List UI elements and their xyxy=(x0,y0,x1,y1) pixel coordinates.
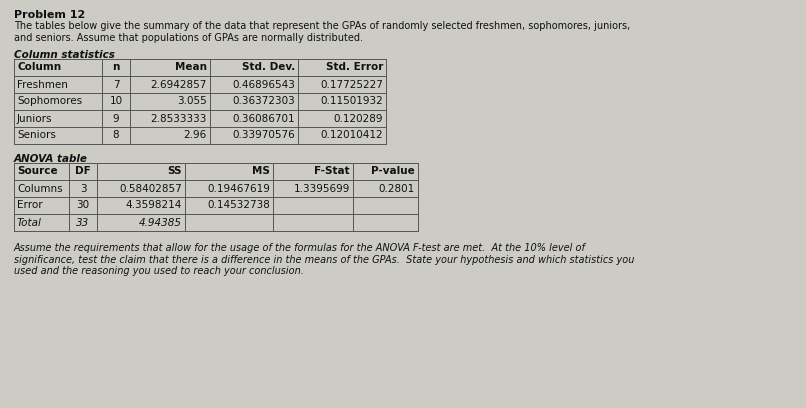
Text: 0.17725227: 0.17725227 xyxy=(320,80,383,89)
Text: 0.36086701: 0.36086701 xyxy=(232,113,295,124)
Text: 2.96: 2.96 xyxy=(184,131,207,140)
Text: 33: 33 xyxy=(77,217,89,228)
Text: DF: DF xyxy=(75,166,91,177)
Text: 4.94385: 4.94385 xyxy=(139,217,182,228)
Text: Mean: Mean xyxy=(175,62,207,73)
Text: 3.055: 3.055 xyxy=(177,97,207,106)
Text: Columns: Columns xyxy=(17,184,63,193)
Text: Source: Source xyxy=(17,166,57,177)
Text: 0.58402857: 0.58402857 xyxy=(119,184,182,193)
Text: Std. Dev.: Std. Dev. xyxy=(242,62,295,73)
Text: Sophomores: Sophomores xyxy=(17,97,82,106)
Text: 30: 30 xyxy=(77,200,89,211)
Text: Column statistics: Column statistics xyxy=(14,50,115,60)
Text: 1.3395699: 1.3395699 xyxy=(293,184,350,193)
Text: 0.11501932: 0.11501932 xyxy=(320,97,383,106)
Text: 0.36372303: 0.36372303 xyxy=(232,97,295,106)
Text: Column: Column xyxy=(17,62,61,73)
Text: 0.12010412: 0.12010412 xyxy=(320,131,383,140)
Text: 4.3598214: 4.3598214 xyxy=(126,200,182,211)
Text: 9: 9 xyxy=(113,113,119,124)
Text: Error: Error xyxy=(17,200,43,211)
Text: 2.6942857: 2.6942857 xyxy=(151,80,207,89)
Text: SS: SS xyxy=(168,166,182,177)
Text: 0.120289: 0.120289 xyxy=(334,113,383,124)
Text: The tables below give the summary of the data that represent the GPAs of randoml: The tables below give the summary of the… xyxy=(14,21,630,42)
Text: 7: 7 xyxy=(113,80,119,89)
Text: 0.46896543: 0.46896543 xyxy=(232,80,295,89)
Text: MS: MS xyxy=(252,166,270,177)
Text: P-value: P-value xyxy=(372,166,415,177)
Text: 0.14532738: 0.14532738 xyxy=(207,200,270,211)
Text: Total: Total xyxy=(17,217,42,228)
Text: 0.2801: 0.2801 xyxy=(379,184,415,193)
Text: 2.8533333: 2.8533333 xyxy=(151,113,207,124)
Text: F-Stat: F-Stat xyxy=(314,166,350,177)
Text: n: n xyxy=(112,62,119,73)
Text: Std. Error: Std. Error xyxy=(326,62,383,73)
Text: 3: 3 xyxy=(80,184,86,193)
Text: Assume the requirements that allow for the usage of the formulas for the ANOVA F: Assume the requirements that allow for t… xyxy=(14,243,634,276)
Text: Problem 12: Problem 12 xyxy=(14,10,85,20)
Text: Freshmen: Freshmen xyxy=(17,80,68,89)
Text: 10: 10 xyxy=(110,97,123,106)
Text: 8: 8 xyxy=(113,131,119,140)
Text: ANOVA table: ANOVA table xyxy=(14,154,88,164)
Text: 0.19467619: 0.19467619 xyxy=(207,184,270,193)
Text: Juniors: Juniors xyxy=(17,113,52,124)
Text: 0.33970576: 0.33970576 xyxy=(232,131,295,140)
Text: Seniors: Seniors xyxy=(17,131,56,140)
